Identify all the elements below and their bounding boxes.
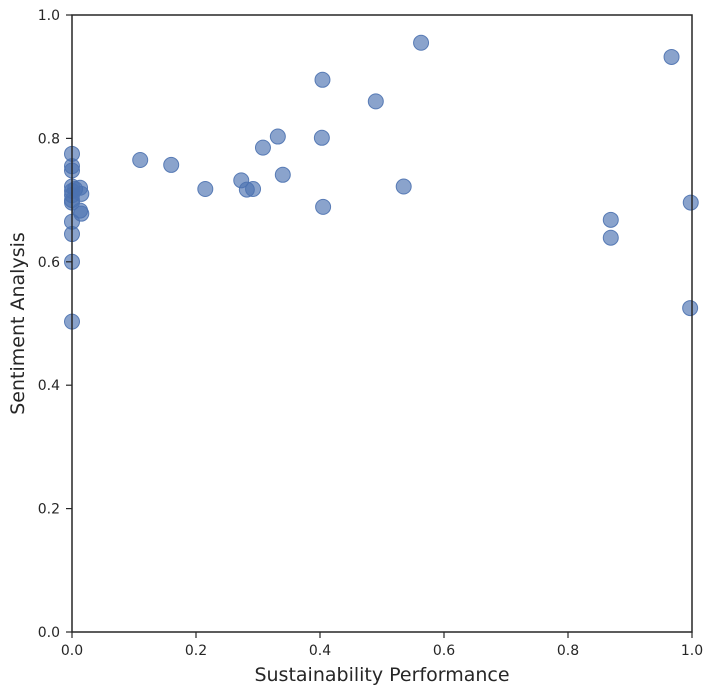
x-tick-label: 0.2 (185, 643, 207, 659)
data-point (163, 156, 180, 173)
y-tick-label: 0.8 (38, 131, 60, 147)
y-axis-title: Sentiment Analysis (7, 232, 29, 415)
data-point (602, 229, 619, 246)
data-point (367, 93, 384, 110)
x-axis-title: Sustainability Performance (254, 664, 509, 686)
data-point (602, 211, 619, 228)
x-tick-label: 1.0 (681, 643, 703, 659)
y-tick-label: 0.0 (38, 625, 60, 641)
ticks-layer: 0.0 0.2 0.4 0.6 0.8 1.0 0.0 0.2 0.4 0.6 0.8 1.0 (38, 8, 703, 659)
x-tick-label: 0.8 (557, 643, 579, 659)
y-tick-label: 0.4 (38, 378, 60, 394)
data-point (314, 71, 331, 88)
data-point (73, 205, 90, 222)
y-tick-label: 0.2 (38, 502, 60, 518)
data-point (254, 139, 271, 156)
data-point (245, 180, 262, 197)
data-point (73, 185, 90, 202)
data-point (132, 151, 149, 168)
data-point (682, 300, 699, 317)
y-tick-label: 1.0 (38, 8, 60, 24)
plot-frame (71, 14, 693, 633)
data-point (413, 34, 430, 51)
data-point (313, 129, 330, 146)
data-point (682, 194, 699, 211)
data-point (663, 48, 680, 65)
data-point (315, 198, 332, 215)
data-point (269, 128, 286, 145)
x-tick-label: 0.6 (433, 643, 455, 659)
points-layer (64, 34, 699, 330)
x-tick-label: 0.0 (61, 643, 83, 659)
data-point (395, 178, 412, 195)
data-point (274, 166, 291, 183)
x-tick-label: 0.4 (309, 643, 331, 659)
data-point (197, 180, 214, 197)
y-tick-label: 0.6 (38, 255, 60, 271)
